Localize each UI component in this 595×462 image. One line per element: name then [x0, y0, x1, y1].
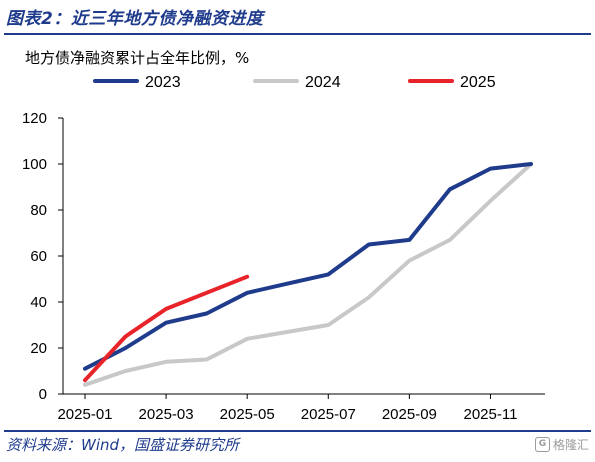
series-line-2025	[83, 274, 250, 383]
figure-title: 图表2：近三年地方债净融资进度	[6, 9, 264, 29]
line-chart: 地方债净融资累计占全年比例，% 2023 2024 2025 0 20 40 60 80 10…	[22, 49, 545, 423]
source-note: 资料来源：Wind，国盛证券研究所	[6, 436, 240, 454]
x-tick-label: 2025-01	[57, 406, 112, 423]
watermark-text: 格隆汇	[552, 438, 589, 452]
footer-rule	[4, 430, 591, 432]
y-axis: 0 20 40 60 80 100 120	[22, 110, 64, 403]
watermark-logo-icon: G	[534, 437, 550, 452]
x-tick-label: 2025-03	[139, 406, 194, 423]
y-tick-label: 60	[30, 248, 47, 265]
series-layer	[83, 162, 533, 387]
unit-label: 地方债净融资累计占全年比例，%	[25, 49, 249, 67]
x-tick-label: 2025-09	[382, 406, 437, 423]
series-line-2023	[83, 162, 533, 371]
legend-label-2025: 2025	[460, 74, 496, 91]
y-tick-label: 100	[22, 156, 47, 173]
watermark: G 格隆汇	[534, 436, 589, 453]
x-axis: 2025-01 2025-03 2025-05 2025-07 2025-09 2025-…	[57, 393, 545, 423]
legend-label-2024: 2024	[305, 74, 341, 91]
legend-label-2023: 2023	[145, 74, 181, 91]
x-tick-label: 2025-07	[301, 406, 356, 423]
legend: 2023 2024 2025	[93, 74, 496, 91]
y-tick-label: 20	[30, 340, 47, 357]
y-tick-label: 0	[39, 386, 47, 403]
x-tick-label: 2025-11	[463, 406, 517, 423]
y-tick-label: 80	[30, 202, 47, 219]
series-line-2024	[83, 162, 533, 387]
y-tick-label: 120	[22, 110, 47, 127]
x-tick-label: 2025-05	[220, 406, 275, 423]
y-tick-label: 40	[30, 294, 47, 311]
title-rule	[4, 33, 591, 35]
